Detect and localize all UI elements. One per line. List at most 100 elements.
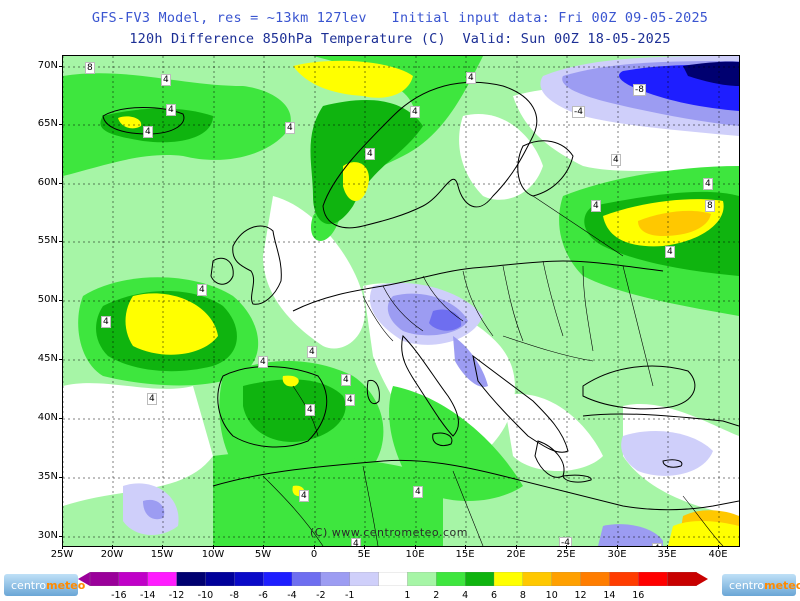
region-neutral-baltic: [459, 114, 543, 200]
colorbar-arrow-right: [696, 572, 708, 586]
contour-label: 4: [591, 200, 601, 212]
colorbar-swatch: [89, 572, 120, 586]
colorbar-swatch: [666, 572, 697, 586]
colorbar-swatch: [118, 572, 149, 586]
contour-label: 4: [341, 374, 351, 386]
region-green-africa: [213, 452, 443, 546]
lon-label: 40E: [708, 549, 728, 560]
lon-tick: [566, 545, 567, 549]
contour-label: 4: [258, 356, 268, 368]
region-cold-levant: [598, 524, 663, 546]
region-yellow-atlantic-low: [125, 293, 218, 355]
centrometeo-logo-left[interactable]: centrometeo: [4, 574, 85, 596]
colorbar: [78, 572, 708, 586]
colorbar-swatch: [609, 572, 639, 586]
colorbar-tick-label: 16: [632, 590, 645, 601]
chart-subtitle: 120h Difference 850hPa Temperature (C) V…: [129, 31, 671, 47]
colorbar-swatch: [638, 572, 668, 586]
coast-sardinia: [366, 379, 380, 405]
colorbar-tick-label: 1: [404, 590, 411, 601]
contour-label: 4: [703, 178, 713, 190]
lon-label: 20W: [100, 549, 124, 560]
lat-label: 40N: [37, 412, 58, 423]
colorbar-swatch: [522, 572, 553, 586]
lat-label: 55N: [37, 235, 58, 246]
contour-label: 4: [143, 126, 153, 138]
border-12: [532, 195, 624, 257]
lon-tick: [718, 545, 719, 549]
coast-scandinavia: [322, 81, 538, 229]
centrometeo-logo-right[interactable]: centrometeo: [722, 574, 800, 596]
lon-tick: [415, 545, 416, 549]
region-yellow-biscay-spot: [282, 375, 299, 387]
colorbar-tick-label: 14: [603, 590, 616, 601]
logo-text-left: centrometeo: [11, 578, 86, 592]
contour-label: 4: [345, 394, 355, 406]
coast-sicily: [432, 432, 453, 447]
lon-tick: [314, 545, 315, 549]
lon-label: 25E: [556, 549, 576, 560]
contour-label: 4: [166, 104, 176, 116]
contour-label: 4: [101, 316, 111, 328]
lon-label: 15E: [455, 549, 475, 560]
lon-label: 5W: [254, 549, 272, 560]
region-cold-barents: [683, 61, 739, 86]
region-darkgreen-norway: [310, 100, 423, 225]
region-yellow-norwegian-sea: [293, 60, 413, 98]
contour-label: 4: [351, 538, 361, 546]
region-cold-turkey: [621, 431, 713, 476]
contour-label: 4: [665, 246, 675, 258]
contour-label: 4: [365, 148, 375, 160]
colorbar-tick-label: -12: [168, 590, 185, 601]
lat-tick: [59, 66, 63, 67]
colorbar-swatch: [147, 572, 178, 586]
colorbar-swatch: [493, 572, 524, 586]
coast-north-africa: [212, 459, 739, 511]
colorbar-tick-label: -10: [197, 590, 214, 601]
border-2: [382, 285, 424, 332]
contour-label: 4: [307, 346, 317, 358]
region-cold-atlantic-spot: [143, 499, 165, 520]
colorbar-swatch: [234, 572, 264, 586]
lon-tick: [667, 545, 668, 549]
coastlines: [102, 81, 739, 511]
coast-europe-north: [292, 260, 664, 312]
colorbar-tick-label: -14: [139, 590, 156, 601]
lon-tick: [465, 545, 466, 549]
border-15: [682, 495, 724, 546]
lon-label: 35E: [657, 549, 677, 560]
lon-tick: [617, 545, 618, 549]
colorbar-swatch: [464, 572, 495, 586]
colorbar-swatch: [291, 572, 322, 586]
contour-label: 4: [299, 490, 309, 502]
lon-tick: [62, 545, 63, 549]
border-13: [502, 335, 594, 362]
border-4: [462, 270, 494, 337]
border-11: [452, 470, 484, 546]
lat-tick: [59, 183, 63, 184]
temperature-map: 8 4 4 4 4 4 4 -4 -8 4 4 4 8 4 4 4 4 4 4 4 4 4 4 4 4 -4 4 4: [62, 55, 740, 547]
colorbar-swatch: [407, 572, 437, 586]
region-yellow-levant: [668, 521, 739, 546]
colorbar-tick-label: -2: [316, 590, 326, 601]
contour-label: 8: [705, 200, 715, 212]
contour-label: 4: [466, 72, 476, 84]
region-neutral-north-sea: [263, 196, 365, 349]
lat-label: 70N: [37, 60, 58, 71]
colorbar-tick-label: -4: [287, 590, 297, 601]
coast-finland: [517, 140, 574, 197]
colorbar-tick-label: -16: [111, 590, 127, 601]
coast-iceland: [102, 107, 185, 135]
colorbar-swatch: [551, 572, 582, 586]
border-7: [582, 265, 594, 352]
contour-label: -8: [633, 84, 646, 96]
border-6: [542, 260, 564, 337]
lat-tick: [59, 418, 63, 419]
border-9: [262, 475, 324, 546]
lon-label: 10E: [405, 549, 425, 560]
colorbar-swatch: [580, 572, 611, 586]
colorbar-swatch: [349, 572, 380, 586]
coast-balkans: [472, 354, 569, 453]
border-10: [362, 465, 379, 546]
graticule: [63, 56, 739, 546]
